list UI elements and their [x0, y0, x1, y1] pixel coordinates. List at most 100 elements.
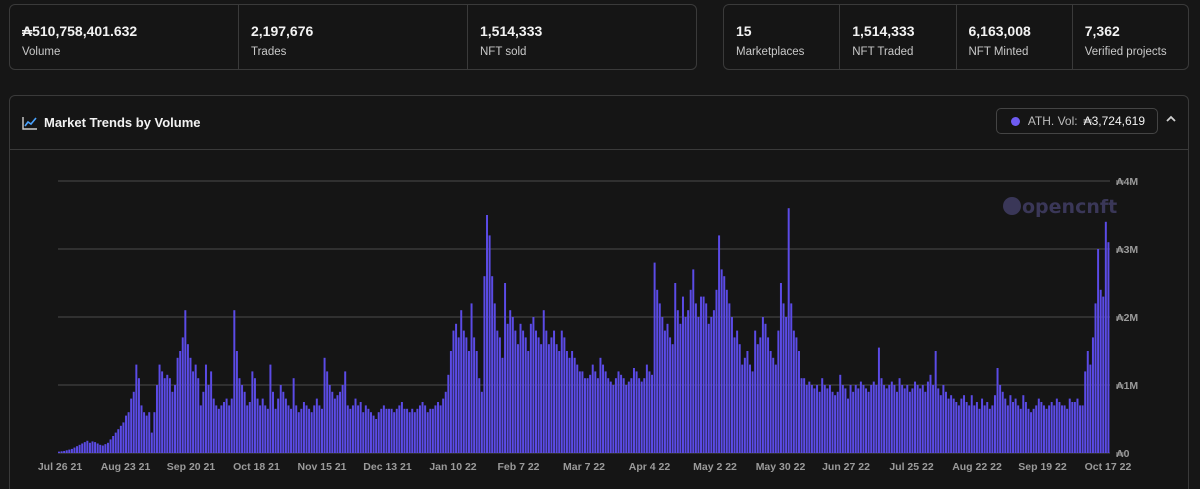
volume-bar[interactable] — [357, 405, 360, 453]
volume-bar[interactable] — [988, 408, 991, 453]
volume-bar[interactable] — [970, 395, 973, 453]
volume-bar[interactable] — [671, 344, 674, 453]
volume-bar[interactable] — [743, 357, 746, 453]
volume-bar[interactable] — [831, 391, 834, 453]
volume-bar[interactable] — [975, 402, 978, 453]
volume-bar[interactable] — [318, 405, 321, 453]
volume-bar[interactable] — [457, 337, 460, 453]
volume-bar[interactable] — [135, 364, 138, 453]
volume-bar[interactable] — [488, 235, 491, 453]
volume-bar[interactable] — [1001, 391, 1004, 453]
volume-bar[interactable] — [609, 381, 612, 453]
volume-bar[interactable] — [119, 425, 122, 453]
volume-bar[interactable] — [1024, 402, 1027, 453]
volume-bar[interactable] — [947, 398, 950, 453]
volume-bar[interactable] — [996, 368, 999, 453]
volume-bar[interactable] — [749, 364, 751, 453]
volume-bar[interactable] — [362, 412, 365, 453]
volume-bar[interactable] — [524, 337, 527, 453]
volume-bar[interactable] — [1076, 398, 1079, 453]
volume-bar[interactable] — [421, 402, 424, 453]
volume-bar[interactable] — [70, 448, 73, 453]
volume-bar[interactable] — [710, 317, 713, 453]
volume-bar[interactable] — [1066, 408, 1069, 453]
volume-bar[interactable] — [393, 412, 396, 453]
volume-bar[interactable] — [999, 385, 1002, 453]
volume-bar[interactable] — [220, 405, 223, 453]
volume-bar[interactable] — [333, 398, 336, 453]
volume-bar[interactable] — [197, 378, 200, 453]
volume-bar[interactable] — [898, 378, 901, 453]
volume-bar[interactable] — [1091, 337, 1094, 453]
volume-bar[interactable] — [437, 402, 440, 453]
volume-bar[interactable] — [540, 344, 543, 453]
volume-bar[interactable] — [919, 388, 922, 453]
volume-bar[interactable] — [803, 378, 806, 453]
volume-bar[interactable] — [148, 412, 151, 453]
volume-bar[interactable] — [189, 357, 192, 453]
volume-bar[interactable] — [816, 385, 819, 453]
volume-bar[interactable] — [965, 402, 968, 453]
volume-bar[interactable] — [529, 323, 532, 453]
volume-bar[interactable] — [826, 388, 829, 453]
volume-bar[interactable] — [903, 388, 906, 453]
volume-bar[interactable] — [779, 283, 782, 453]
volume-bar[interactable] — [359, 402, 362, 453]
volume-bar[interactable] — [498, 337, 501, 453]
volume-bar[interactable] — [870, 385, 873, 453]
volume-bar[interactable] — [560, 330, 563, 453]
volume-bar[interactable] — [944, 391, 947, 453]
volume-bar[interactable] — [1061, 405, 1063, 453]
volume-bar[interactable] — [81, 443, 84, 453]
volume-bar[interactable] — [377, 412, 380, 453]
volume-bar[interactable] — [893, 385, 896, 453]
ath-volume-badge[interactable]: ATH. Vol: ₳3,724,619 — [995, 108, 1158, 134]
volume-bar[interactable] — [63, 450, 66, 453]
volume-bar[interactable] — [302, 402, 305, 453]
volume-bar[interactable] — [625, 385, 628, 453]
volume-bar[interactable] — [576, 364, 579, 453]
volume-bar[interactable] — [166, 374, 169, 453]
volume-bar[interactable] — [388, 408, 391, 453]
volume-bar[interactable] — [413, 412, 416, 453]
volume-bar[interactable] — [702, 296, 705, 453]
volume-bar[interactable] — [65, 450, 68, 453]
volume-bar[interactable] — [372, 415, 375, 453]
volume-bar[interactable] — [993, 395, 996, 453]
volume-bar[interactable] — [594, 371, 597, 453]
volume-bar[interactable] — [705, 303, 708, 453]
volume-bar[interactable] — [875, 385, 878, 453]
volume-bar[interactable] — [295, 405, 298, 453]
volume-bar[interactable] — [924, 391, 927, 453]
volume-bar[interactable] — [694, 303, 697, 453]
volume-bar[interactable] — [431, 408, 434, 453]
volume-bar[interactable] — [416, 408, 419, 453]
volume-bar[interactable] — [385, 408, 388, 453]
volume-bar[interactable] — [542, 310, 545, 453]
volume-bar[interactable] — [202, 391, 205, 453]
volume-bar[interactable] — [571, 351, 574, 453]
volume-bar[interactable] — [978, 408, 981, 453]
volume-bar[interactable] — [114, 432, 117, 453]
volume-bar[interactable] — [687, 310, 690, 453]
volume-bar[interactable] — [658, 303, 661, 453]
volume-bar[interactable] — [895, 391, 898, 453]
volume-bar[interactable] — [158, 364, 161, 453]
volume-bar[interactable] — [1058, 402, 1061, 453]
volume-bar[interactable] — [865, 388, 868, 453]
volume-bar[interactable] — [1042, 405, 1045, 453]
volume-bar[interactable] — [1006, 405, 1009, 453]
volume-bar[interactable] — [767, 337, 770, 453]
volume-bar[interactable] — [584, 378, 586, 453]
volume-bar[interactable] — [511, 317, 514, 453]
volume-bar[interactable] — [284, 398, 287, 453]
volume-bar[interactable] — [467, 351, 470, 453]
volume-bar[interactable] — [364, 405, 367, 453]
volume-bar[interactable] — [1084, 371, 1087, 453]
volume-bar[interactable] — [491, 276, 494, 453]
volume-bar[interactable] — [199, 405, 202, 453]
volume-bar[interactable] — [774, 364, 777, 453]
volume-bar[interactable] — [408, 412, 411, 453]
volume-bar[interactable] — [733, 337, 736, 453]
volume-bar[interactable] — [137, 378, 140, 453]
